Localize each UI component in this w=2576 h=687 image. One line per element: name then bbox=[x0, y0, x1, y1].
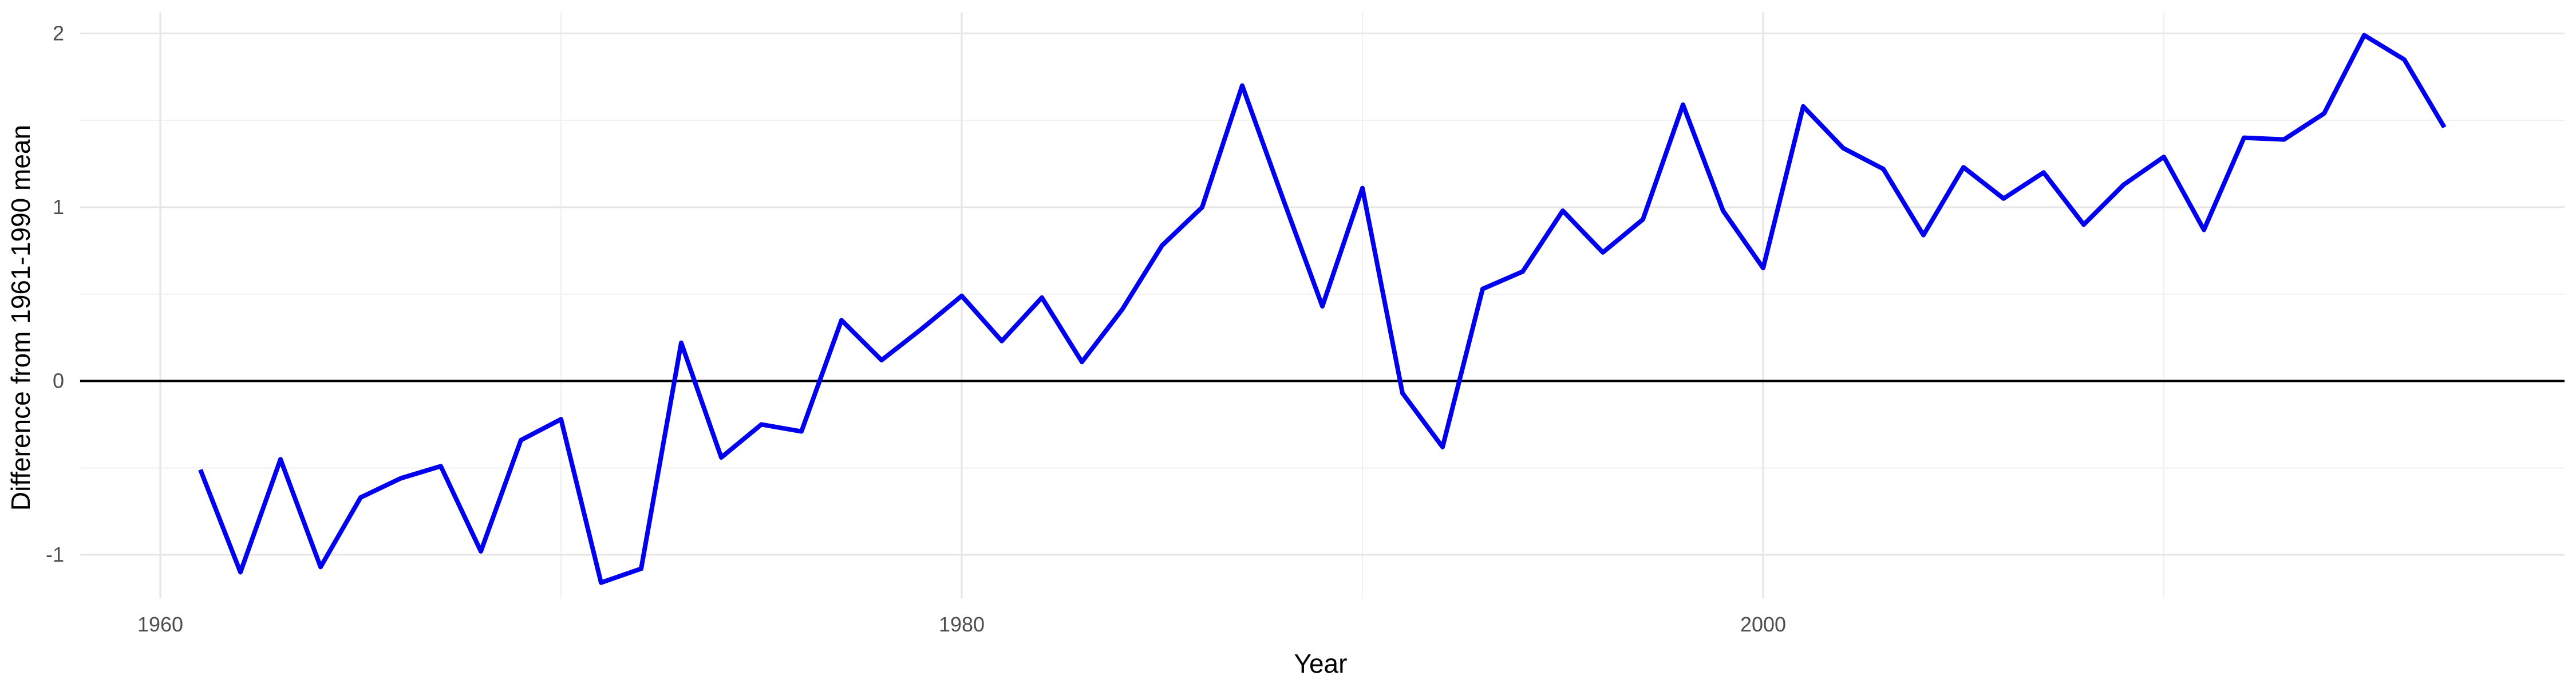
data-point bbox=[1160, 243, 1164, 248]
data-point bbox=[358, 495, 363, 500]
data-point bbox=[679, 341, 683, 345]
data-point bbox=[719, 455, 724, 460]
data-point bbox=[1040, 295, 1044, 300]
data-point bbox=[2442, 125, 2447, 129]
data-point bbox=[959, 294, 964, 298]
data-point bbox=[1400, 391, 1405, 396]
data-point bbox=[1120, 307, 1124, 312]
data-point bbox=[2282, 137, 2286, 142]
data-point bbox=[1440, 445, 1445, 449]
y-axis-title: Difference from 1961-1990 mean bbox=[6, 125, 35, 511]
data-point bbox=[398, 476, 403, 481]
data-point bbox=[1961, 165, 1966, 169]
data-point bbox=[2322, 111, 2326, 116]
y-tick-label: 2 bbox=[53, 21, 64, 45]
data-point bbox=[1801, 104, 1805, 109]
x-tick-label: 2000 bbox=[1740, 613, 1786, 636]
data-point bbox=[2081, 222, 2086, 227]
minor-gridlines bbox=[80, 13, 2565, 598]
data-point bbox=[639, 566, 643, 571]
data-point bbox=[559, 417, 563, 421]
data-point bbox=[1360, 186, 1365, 191]
data-point bbox=[318, 564, 323, 569]
data-point bbox=[519, 438, 523, 443]
data-point bbox=[438, 464, 443, 468]
x-axis-title: Year bbox=[1294, 649, 1348, 678]
data-point bbox=[1681, 102, 1685, 107]
data-point bbox=[999, 339, 1004, 344]
data-point bbox=[1280, 195, 1285, 199]
data-point bbox=[919, 326, 924, 331]
data-point bbox=[1200, 205, 1204, 210]
data-point bbox=[2121, 183, 2126, 187]
data-point bbox=[1641, 217, 1645, 222]
data-point bbox=[1881, 167, 1886, 171]
data-point bbox=[1841, 146, 1846, 151]
data-point bbox=[2402, 57, 2407, 62]
data-point bbox=[479, 549, 483, 554]
data-point bbox=[2202, 227, 2206, 232]
y-tick-label: 0 bbox=[53, 369, 64, 393]
data-point bbox=[879, 358, 884, 362]
data-point bbox=[1320, 304, 1325, 309]
y-tick-label: -1 bbox=[46, 543, 64, 566]
data-point bbox=[799, 429, 804, 434]
series-line bbox=[198, 33, 2447, 585]
series-layer bbox=[198, 33, 2447, 585]
y-tick-label: 1 bbox=[53, 195, 64, 219]
data-point bbox=[2242, 136, 2246, 140]
data-point bbox=[759, 422, 764, 427]
data-point bbox=[1520, 269, 1525, 274]
data-point bbox=[1761, 266, 1765, 270]
data-point bbox=[2362, 33, 2366, 37]
data-point bbox=[198, 467, 203, 472]
data-point bbox=[599, 581, 603, 585]
data-point bbox=[1240, 83, 1244, 88]
data-point bbox=[1601, 250, 1605, 255]
data-point bbox=[1480, 287, 1485, 291]
y-axis-tick-labels: -1 0 1 2 bbox=[46, 21, 64, 566]
data-point bbox=[2041, 170, 2046, 175]
data-point bbox=[278, 457, 283, 461]
data-point bbox=[1560, 208, 1565, 213]
data-point bbox=[2001, 196, 2006, 201]
data-point bbox=[1721, 208, 1725, 213]
data-point bbox=[2162, 155, 2166, 159]
data-point bbox=[1080, 360, 1084, 364]
data-point bbox=[1921, 233, 1926, 238]
x-axis-tick-labels: 1960 1980 2000 bbox=[137, 613, 1786, 636]
x-tick-label: 1980 bbox=[939, 613, 985, 636]
data-point bbox=[839, 318, 844, 322]
data-point bbox=[238, 570, 243, 574]
x-tick-label: 1960 bbox=[137, 613, 183, 636]
